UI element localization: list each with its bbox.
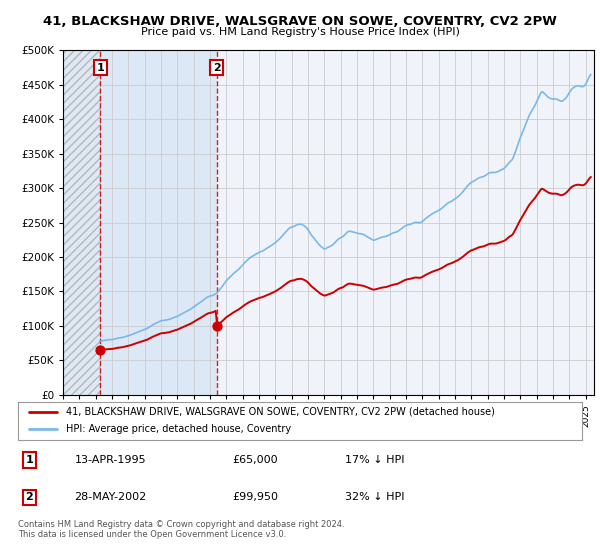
Text: 41, BLACKSHAW DRIVE, WALSGRAVE ON SOWE, COVENTRY, CV2 2PW: 41, BLACKSHAW DRIVE, WALSGRAVE ON SOWE, … bbox=[43, 15, 557, 27]
Text: HPI: Average price, detached house, Coventry: HPI: Average price, detached house, Cove… bbox=[66, 424, 291, 435]
Text: £65,000: £65,000 bbox=[232, 455, 278, 465]
Text: 32% ↓ HPI: 32% ↓ HPI bbox=[345, 492, 404, 502]
Bar bbox=[63, 50, 100, 395]
Text: 2: 2 bbox=[25, 492, 33, 502]
Text: 17% ↓ HPI: 17% ↓ HPI bbox=[345, 455, 404, 465]
Text: 2: 2 bbox=[213, 63, 221, 73]
Text: Contains HM Land Registry data © Crown copyright and database right 2024.
This d: Contains HM Land Registry data © Crown c… bbox=[18, 520, 344, 539]
Text: 1: 1 bbox=[25, 455, 33, 465]
Text: 13-APR-1995: 13-APR-1995 bbox=[74, 455, 146, 465]
Text: 28-MAY-2002: 28-MAY-2002 bbox=[74, 492, 146, 502]
Point bbox=[212, 321, 221, 330]
Text: Price paid vs. HM Land Registry's House Price Index (HPI): Price paid vs. HM Land Registry's House … bbox=[140, 27, 460, 37]
Text: 1: 1 bbox=[97, 63, 104, 73]
Text: £99,950: £99,950 bbox=[232, 492, 278, 502]
Text: 41, BLACKSHAW DRIVE, WALSGRAVE ON SOWE, COVENTRY, CV2 2PW (detached house): 41, BLACKSHAW DRIVE, WALSGRAVE ON SOWE, … bbox=[66, 407, 495, 417]
Bar bbox=[63, 50, 217, 395]
Point bbox=[95, 346, 105, 354]
